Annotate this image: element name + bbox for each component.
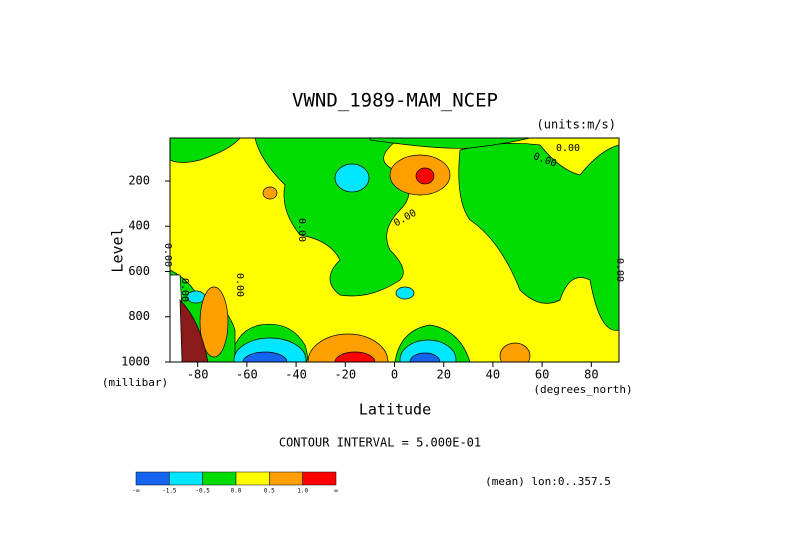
colorbar-swatch	[169, 471, 203, 486]
y-axis-label: Level	[109, 227, 127, 272]
colorbar-label: 0.0	[231, 488, 242, 495]
colorbar-swatch	[202, 471, 237, 486]
colorbar-label: -0.5	[195, 488, 210, 495]
x-tick-label: 0	[391, 368, 398, 382]
x-tick-label: -40	[285, 368, 307, 382]
x-axis-label: Latitude	[359, 401, 431, 419]
contour-label: 0.00	[614, 258, 625, 282]
colorbar-label: ∞	[334, 488, 338, 495]
contour-interval: CONTOUR INTERVAL = 5.000E-01	[279, 436, 481, 450]
colorbar-swatch	[235, 471, 270, 486]
colorbar-label: 1.0	[297, 488, 308, 495]
colorbar-label: -1.5	[162, 488, 177, 495]
colorbar-label: 0.5	[264, 488, 275, 495]
y-axis-unit: (millibar)	[102, 376, 168, 389]
x-axis-unit: (degrees_north)	[533, 383, 632, 396]
footnote: (mean) lon:0..357.5	[485, 475, 611, 488]
x-tick-label: 80	[584, 368, 598, 382]
contour-label: 0.00	[179, 278, 190, 302]
y-tick-label: 800	[128, 309, 150, 323]
x-tick-label: -20	[334, 368, 356, 382]
chart-subtitle: (units:m/s)	[537, 118, 616, 132]
contour-label: 0.00	[162, 243, 173, 267]
contour-label: 0.00	[296, 218, 307, 242]
contour-label: 0.00	[556, 143, 580, 154]
contour-label: 0.00	[234, 273, 245, 297]
y-tick-label: 200	[128, 173, 150, 187]
x-tick-label: 20	[436, 368, 450, 382]
chart-title: VWND_1989-MAM_NCEP	[292, 90, 498, 112]
contour-field	[170, 138, 619, 362]
colorbar-swatch	[302, 471, 337, 486]
colorbar-swatch	[135, 471, 170, 486]
y-tick-label: 400	[128, 219, 150, 233]
y-tick-label: 600	[128, 264, 150, 278]
colorbar-swatch	[269, 471, 303, 486]
colorbar-label: -∞	[132, 488, 140, 495]
x-tick-label: 40	[486, 368, 500, 382]
y-tick-label: 1000	[121, 355, 150, 369]
x-tick-label: -80	[187, 368, 209, 382]
x-tick-label: -60	[236, 368, 258, 382]
x-tick-label: 60	[535, 368, 549, 382]
